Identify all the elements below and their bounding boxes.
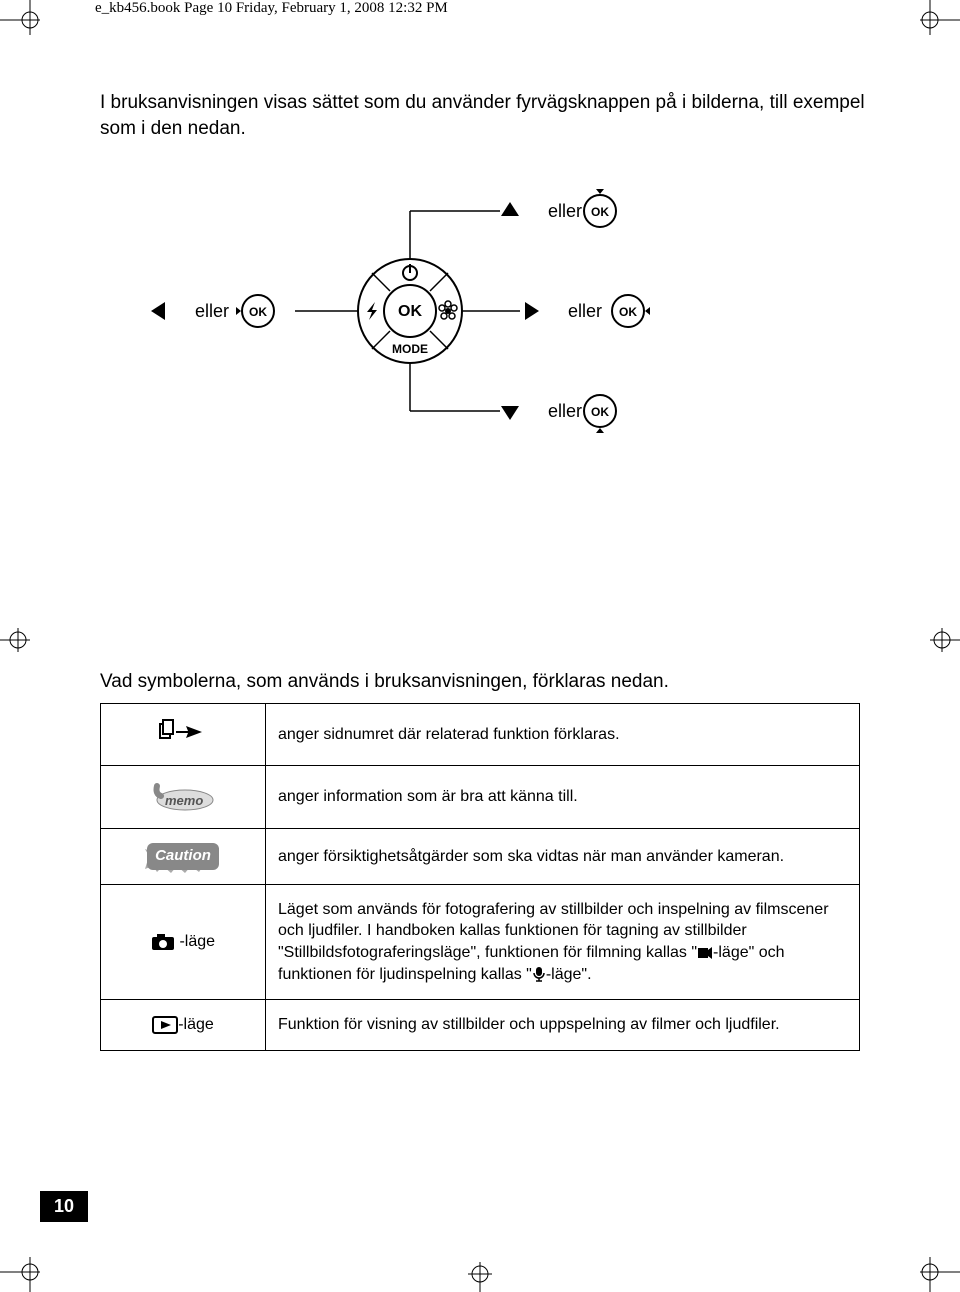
- crop-mark-mr: [920, 620, 960, 660]
- four-way-diagram: OK MODE: [100, 171, 870, 471]
- svg-text:eller: eller: [548, 201, 582, 221]
- camera-mode-label: -läge: [179, 933, 215, 950]
- svg-text:OK: OK: [249, 305, 267, 319]
- crop-mark-br: [900, 1252, 960, 1292]
- pointer-icon: [101, 704, 266, 766]
- page-number: 10: [40, 1191, 88, 1222]
- memo-icon: memo: [101, 765, 266, 829]
- header-filename: e_kb456.book Page 10 Friday, February 1,…: [95, 0, 448, 17]
- play-mode-icon: -läge: [101, 1000, 266, 1051]
- camera-mode-icon: -läge: [101, 884, 266, 999]
- svg-text:OK: OK: [619, 305, 637, 319]
- table-row: -läge Läget som används för fotograferin…: [101, 884, 860, 999]
- row5-text: Funktion för visning av stillbilder och …: [266, 1000, 860, 1051]
- intro-text: I bruksanvisningen visas sättet som du a…: [100, 90, 870, 141]
- svg-text:OK: OK: [398, 303, 422, 320]
- caution-icon: Caution: [101, 829, 266, 884]
- crop-mark-bl: [0, 1252, 60, 1292]
- row2-text: anger information som är bra att känna t…: [266, 765, 860, 829]
- crop-mark-tr: [900, 0, 960, 40]
- row1-text: anger sidnumret där relaterad funktion f…: [266, 704, 860, 766]
- svg-text:eller: eller: [195, 301, 229, 321]
- table-row: anger sidnumret där relaterad funktion f…: [101, 704, 860, 766]
- row3-text: anger försiktighetsåtgärder som ska vidt…: [266, 829, 860, 884]
- row4-text: Läget som används för fotografering av s…: [266, 884, 860, 999]
- table-row: memo anger information som är bra att kä…: [101, 765, 860, 829]
- crop-mark-bc: [460, 1252, 500, 1292]
- svg-text:eller: eller: [568, 301, 602, 321]
- crop-mark-ml: [0, 620, 40, 660]
- svg-text:OK: OK: [591, 205, 609, 219]
- table-row: -läge Funktion för visning av stillbilde…: [101, 1000, 860, 1051]
- crop-mark-tl: [0, 0, 60, 40]
- symbols-table: anger sidnumret där relaterad funktion f…: [100, 703, 860, 1050]
- svg-text:eller: eller: [548, 401, 582, 421]
- play-mode-label: -läge: [178, 1016, 214, 1033]
- svg-text:MODE: MODE: [392, 342, 428, 356]
- section2-intro: Vad symbolerna, som används i bruksanvis…: [100, 671, 870, 693]
- table-row: Caution anger försiktighetsåtgärder som …: [101, 829, 860, 884]
- svg-text:OK: OK: [591, 405, 609, 419]
